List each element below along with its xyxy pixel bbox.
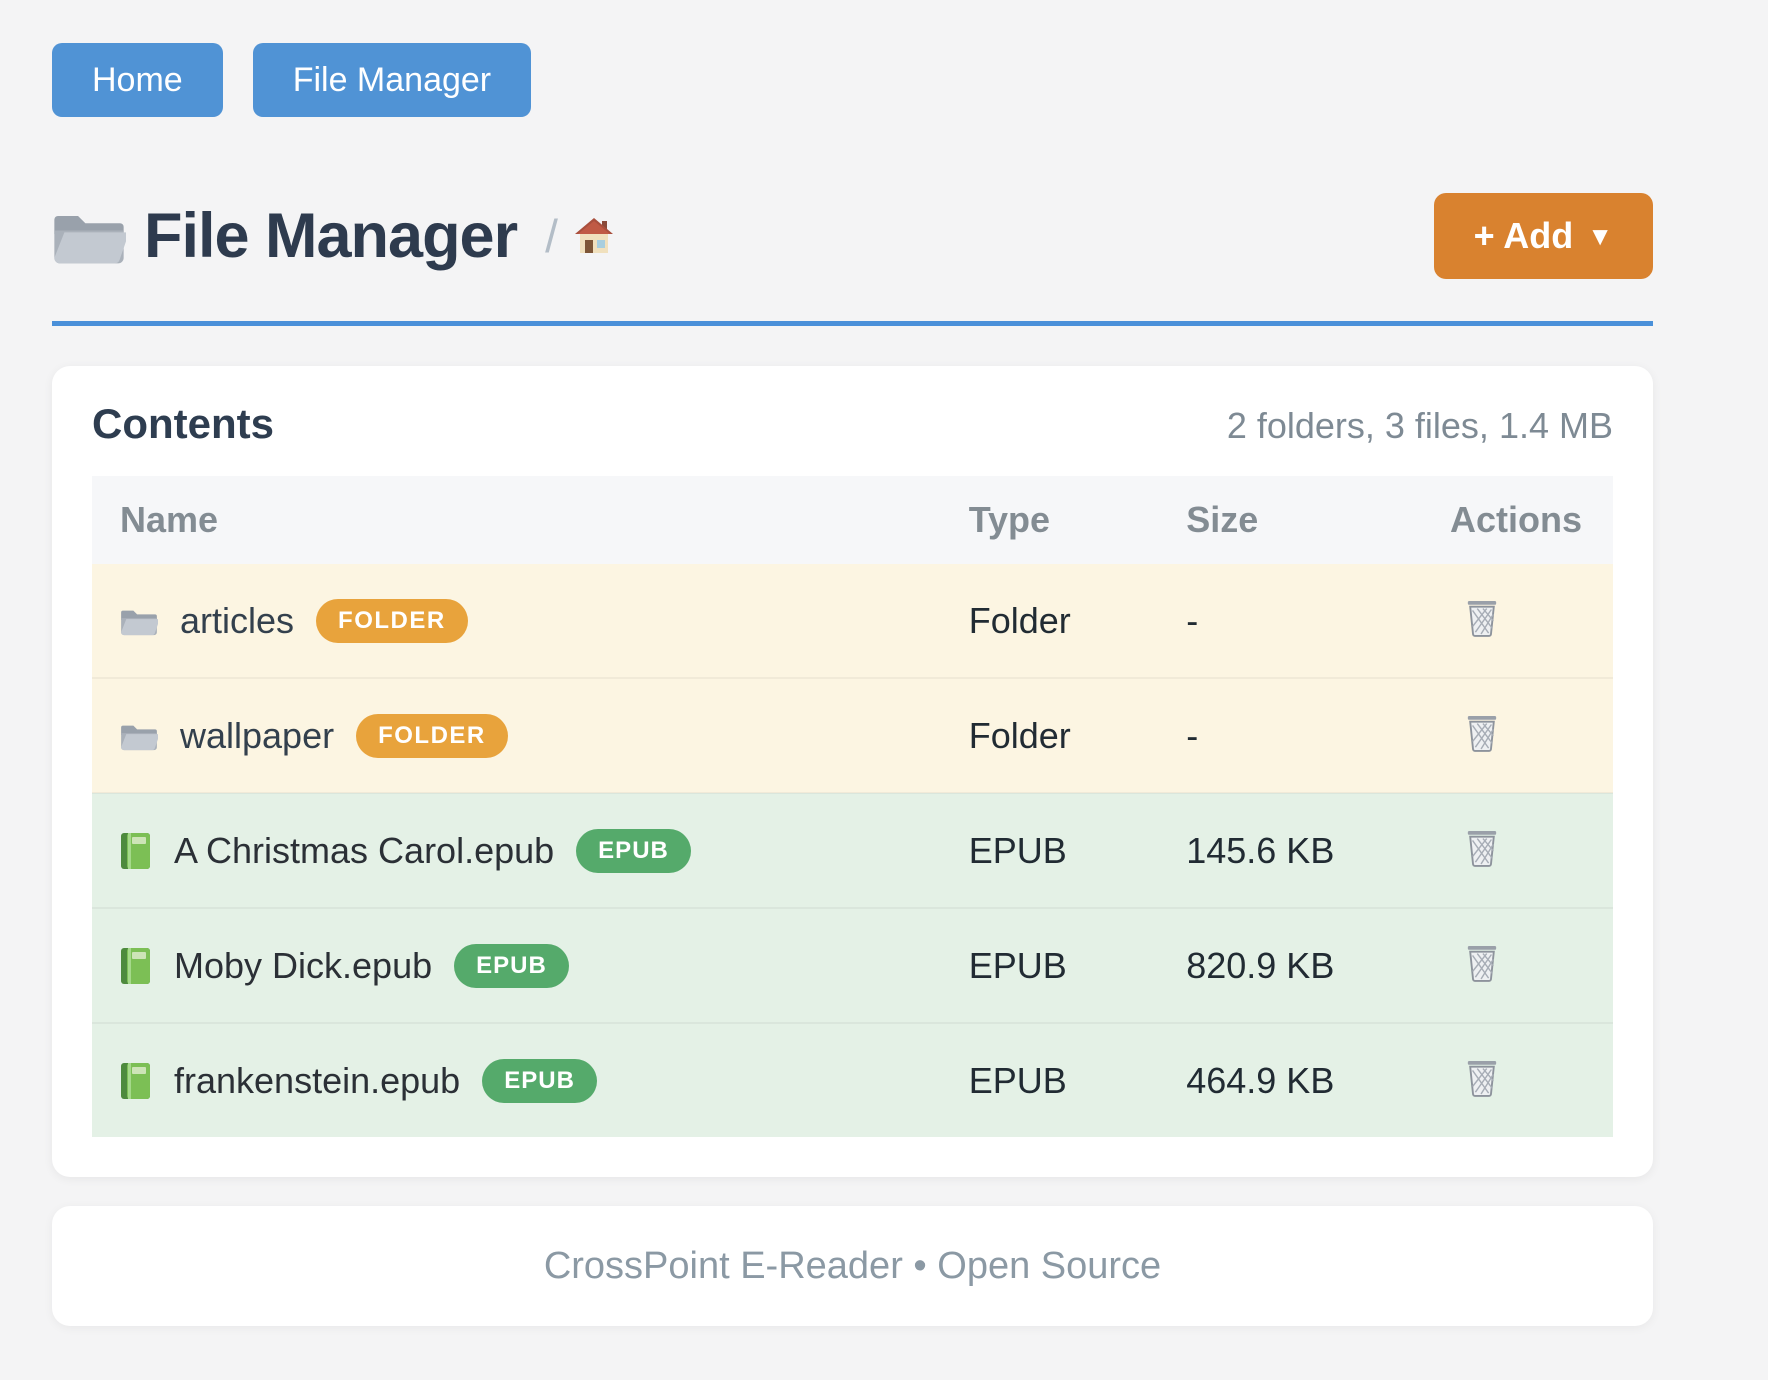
- top-nav: Home File Manager: [52, 43, 1653, 117]
- trash-icon: [1465, 1061, 1499, 1101]
- trash-icon: [1465, 716, 1499, 756]
- name-cell[interactable]: articles FOLDER: [120, 564, 941, 677]
- book-icon: [120, 947, 152, 985]
- page-title: File Manager: [144, 201, 518, 271]
- table-row: frankenstein.epub EPUB EPUB 464.9 KB: [92, 1023, 1613, 1137]
- column-header-type: Type: [940, 476, 1159, 564]
- type-badge: FOLDER: [356, 713, 508, 758]
- folder-icon: [120, 720, 158, 752]
- add-button[interactable]: + Add ▼: [1433, 193, 1653, 279]
- size-cell: 820.9 KB: [1186, 944, 1335, 986]
- table-row: Moby Dick.epub EPUB EPUB 820.9 KB: [92, 908, 1613, 1023]
- title-group: File Manager /: [52, 200, 614, 272]
- column-header-name: Name: [92, 476, 941, 564]
- folder-icon: [120, 605, 158, 637]
- contents-card-header: Contents 2 folders, 3 files, 1.4 MB: [92, 400, 1613, 448]
- add-button-label: + Add: [1473, 215, 1574, 256]
- name-cell[interactable]: Moby Dick.epub EPUB: [120, 909, 941, 1022]
- file-name: wallpaper: [180, 714, 335, 756]
- type-cell: EPUB: [968, 1059, 1067, 1101]
- contents-card: Contents 2 folders, 3 files, 1.4 MB Name…: [52, 366, 1653, 1177]
- header-divider: [52, 321, 1653, 326]
- home-button[interactable]: Home: [52, 43, 223, 117]
- book-icon: [120, 832, 152, 870]
- contents-heading: Contents: [92, 400, 274, 447]
- name-cell[interactable]: frankenstein.epub EPUB: [120, 1024, 941, 1137]
- file-name: frankenstein.epub: [174, 1059, 461, 1101]
- trash-icon: [1465, 831, 1499, 871]
- type-cell: Folder: [968, 599, 1071, 641]
- book-icon: [120, 1062, 152, 1100]
- type-badge: FOLDER: [316, 598, 468, 643]
- breadcrumb-separator: /: [545, 210, 558, 262]
- delete-button[interactable]: [1461, 939, 1503, 990]
- column-header-actions: Actions: [1378, 476, 1613, 564]
- name-cell[interactable]: wallpaper FOLDER: [120, 679, 941, 792]
- delete-button[interactable]: [1461, 594, 1503, 645]
- house-icon[interactable]: [574, 217, 614, 255]
- column-header-size: Size: [1158, 476, 1379, 564]
- trash-icon: [1465, 601, 1499, 641]
- type-badge: EPUB: [482, 1058, 597, 1103]
- size-cell: -: [1186, 599, 1199, 641]
- size-cell: 145.6 KB: [1186, 829, 1335, 871]
- file-table-body: articles FOLDER Folder - wallpaper FOLDER Fold…: [92, 564, 1613, 1137]
- footer: CrossPoint E-Reader • Open Source: [52, 1206, 1653, 1326]
- name-cell[interactable]: A Christmas Carol.epub EPUB: [120, 794, 941, 907]
- header-row: Name Type Size Actions: [92, 476, 1613, 564]
- size-cell: 464.9 KB: [1186, 1059, 1335, 1101]
- trash-icon: [1465, 946, 1499, 986]
- footer-text: CrossPoint E-Reader • Open Source: [543, 1244, 1162, 1287]
- file-table-head: Name Type Size Actions: [92, 476, 1613, 564]
- file-table: Name Type Size Actions articles FOLDER Folder…: [92, 476, 1613, 1137]
- table-row: A Christmas Carol.epub EPUB EPUB 145.6 KB: [92, 793, 1613, 908]
- delete-button[interactable]: [1461, 1054, 1503, 1105]
- chevron-down-icon: ▼: [1587, 220, 1613, 251]
- table-row: wallpaper FOLDER Folder -: [92, 678, 1613, 793]
- delete-button[interactable]: [1461, 709, 1503, 760]
- file-name: Moby Dick.epub: [174, 944, 433, 986]
- type-badge: EPUB: [576, 828, 691, 873]
- file-name: articles: [180, 599, 295, 641]
- file-name: A Christmas Carol.epub: [174, 829, 555, 871]
- type-cell: EPUB: [968, 944, 1067, 986]
- type-cell: EPUB: [968, 829, 1067, 871]
- delete-button[interactable]: [1461, 824, 1503, 875]
- size-cell: -: [1186, 714, 1199, 756]
- type-badge: EPUB: [454, 943, 569, 988]
- page-header: File Manager / + Add ▼: [52, 193, 1653, 279]
- contents-summary: 2 folders, 3 files, 1.4 MB: [1226, 405, 1613, 446]
- table-row: articles FOLDER Folder -: [92, 564, 1613, 678]
- folder-icon: [52, 205, 130, 267]
- type-cell: Folder: [968, 714, 1071, 756]
- file-manager-button[interactable]: File Manager: [252, 43, 532, 117]
